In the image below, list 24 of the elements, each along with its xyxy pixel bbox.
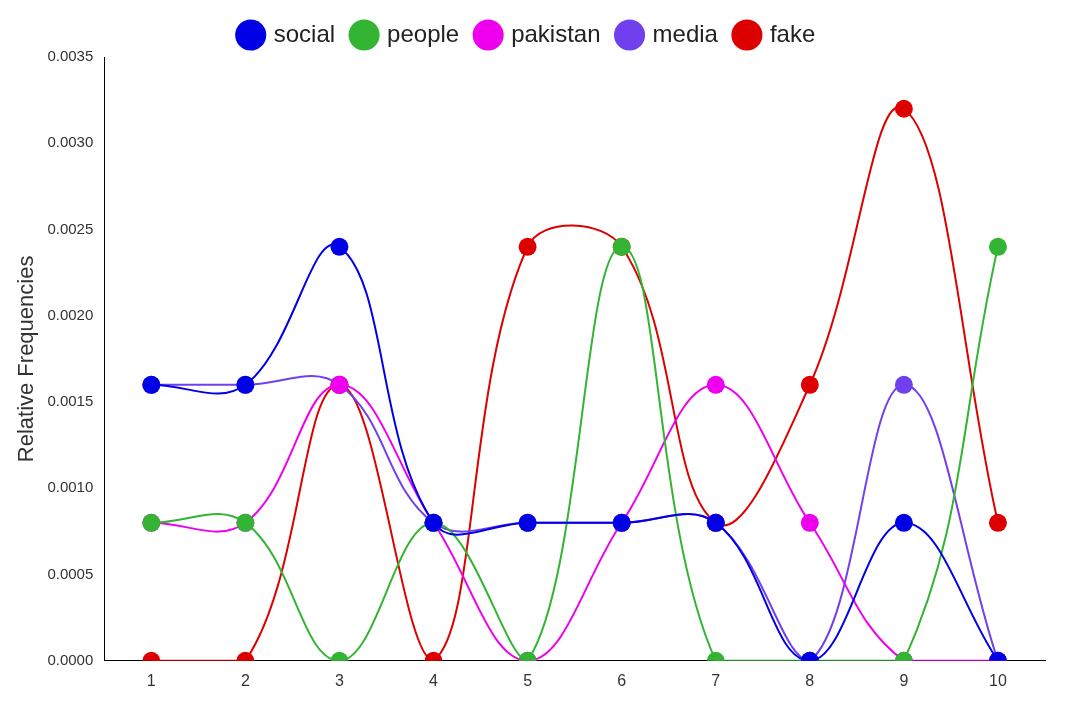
legend-label: social bbox=[273, 19, 336, 47]
x-tick-label: 3 bbox=[335, 671, 345, 689]
x-tick-label: 4 bbox=[429, 671, 439, 689]
y-tick-label: 0.0020 bbox=[47, 305, 94, 323]
legend-label: people bbox=[387, 19, 460, 47]
legend-label: fake bbox=[769, 19, 816, 47]
y-tick-label: 0.0030 bbox=[47, 133, 94, 151]
y-tick-label: 0.0015 bbox=[47, 392, 94, 410]
y-axis-title: Relative Frequencies bbox=[13, 255, 39, 463]
y-tick-label: 0.0005 bbox=[47, 564, 94, 582]
x-tick-label: 8 bbox=[805, 671, 815, 689]
y-tick-label: 0.0025 bbox=[47, 219, 94, 237]
y-tick-label: 0.0000 bbox=[47, 650, 94, 668]
x-tick-label: 1 bbox=[146, 671, 156, 689]
x-tick-label: 2 bbox=[240, 671, 250, 689]
legend-label: pakistan bbox=[511, 19, 601, 47]
x-tick-label: 9 bbox=[899, 671, 909, 689]
legend-label: media bbox=[652, 19, 719, 47]
y-tick-label: 0.0010 bbox=[47, 478, 94, 496]
x-tick-label: 7 bbox=[711, 671, 721, 689]
x-tick-label: 10 bbox=[989, 671, 1007, 689]
y-tick-label: 0.0035 bbox=[47, 47, 94, 65]
x-tick-label: 5 bbox=[523, 671, 533, 689]
x-tick-label: 6 bbox=[617, 671, 627, 689]
